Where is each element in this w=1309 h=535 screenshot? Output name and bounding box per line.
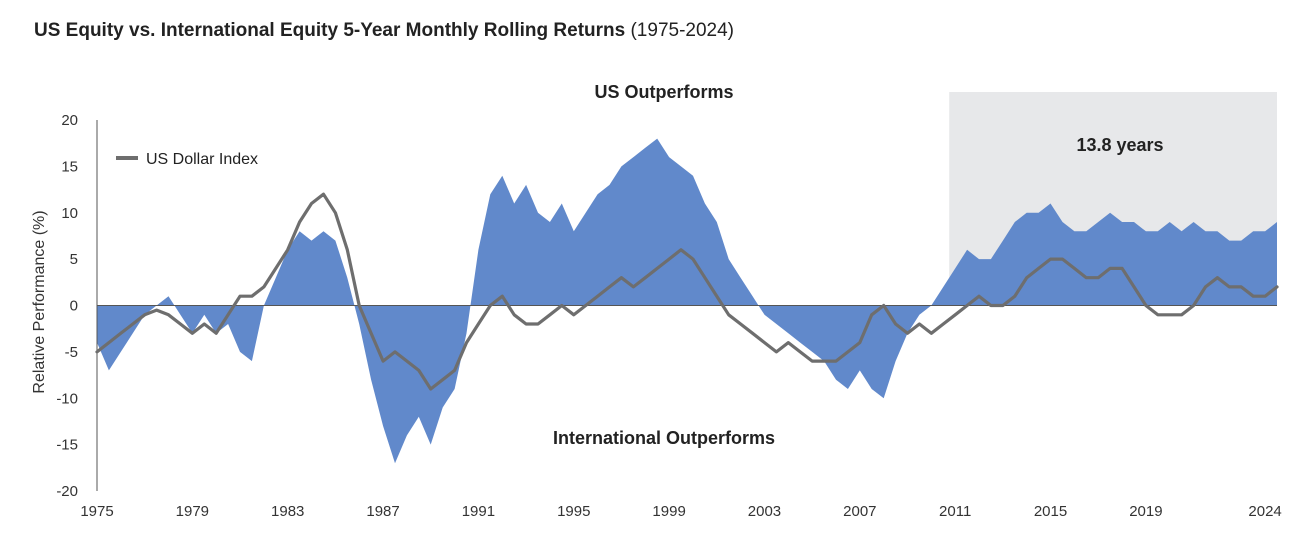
y-tick-label: 5	[70, 251, 78, 268]
relative-performance-area	[97, 138, 1277, 464]
legend: US Dollar Index	[116, 151, 258, 168]
x-tick-label: 2019	[1129, 503, 1162, 520]
x-tick-label: 1987	[366, 503, 399, 520]
y-tick-label: 0	[70, 298, 78, 315]
chart-title: US Equity vs. International Equity 5-Yea…	[34, 20, 734, 42]
y-tick-label: 10	[61, 205, 78, 222]
x-tick-label: 2007	[843, 503, 876, 520]
x-tick-label: 2003	[748, 503, 781, 520]
y-tick-label: 20	[61, 112, 78, 129]
legend-label-us-dollar-index: US Dollar Index	[146, 151, 258, 168]
y-tick-label: -10	[56, 390, 78, 407]
chart-title-years: (1975-2024)	[630, 20, 735, 41]
x-tick-label: 1979	[176, 503, 209, 520]
x-tick-label: 2011	[939, 503, 971, 520]
x-tick-label: 2015	[1034, 503, 1067, 520]
chart-title-main: US Equity vs. International Equity 5-Yea…	[34, 20, 626, 41]
y-tick-labels: 20 15 10 5 0 -5 -10 -15 -20	[56, 112, 78, 500]
x-tick-label: 1995	[557, 503, 590, 520]
x-tick-label: 1983	[271, 503, 304, 520]
shaded-duration-label: 13.8 years	[1076, 135, 1163, 155]
us-outperforms-label: US Outperforms	[594, 82, 733, 102]
y-tick-label: -15	[56, 437, 78, 454]
x-tick-labels: 1975 1979 1983 1987 1991 1995 1999 2003 2007 2011…	[80, 503, 1281, 520]
x-tick-label: 1991	[462, 503, 495, 520]
x-tick-label: 1999	[652, 503, 685, 520]
us-dollar-index-line	[95, 192, 1279, 391]
x-tick-label: 2024	[1248, 503, 1281, 520]
y-tick-label: 15	[61, 158, 78, 175]
y-axis-label: Relative Performance (%)	[31, 210, 48, 393]
international-outperforms-label: International Outperforms	[553, 428, 775, 448]
x-tick-label: 1975	[80, 503, 113, 520]
y-tick-label: -20	[56, 483, 78, 500]
y-tick-label: -5	[65, 344, 78, 361]
